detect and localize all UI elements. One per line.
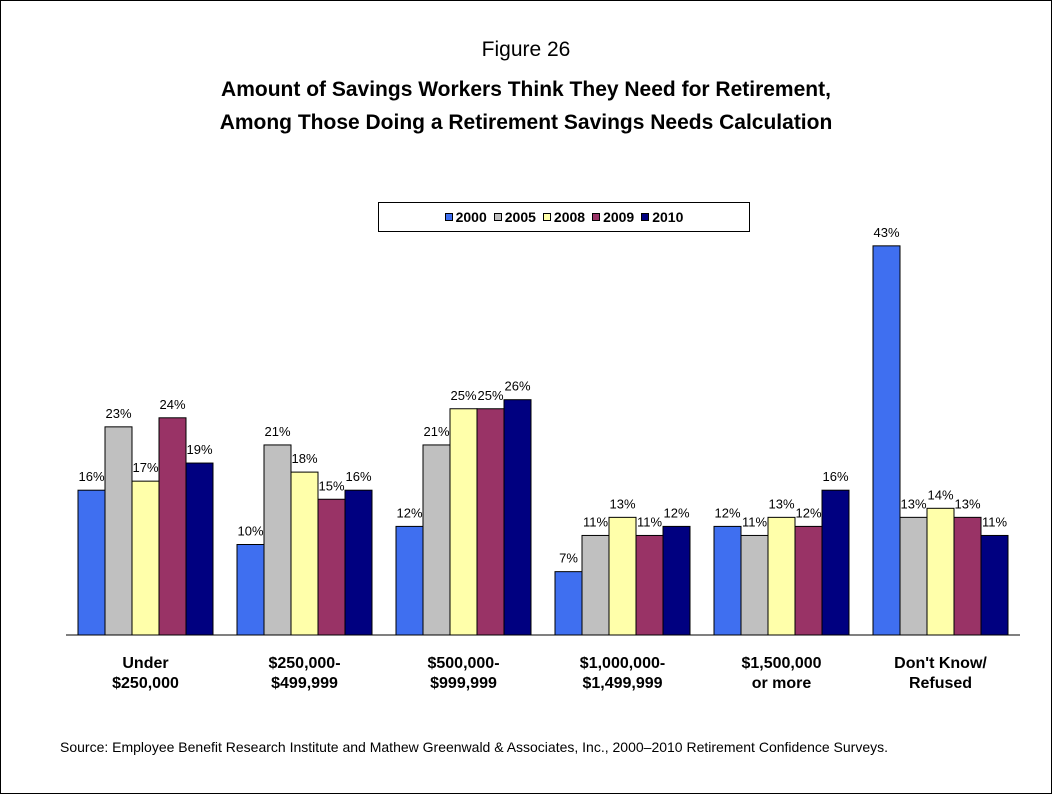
data-label-2005-cat-5: 13% <box>900 496 926 511</box>
bar-2009-cat-5 <box>953 516 982 636</box>
data-label-2010-cat-0: 19% <box>186 442 212 457</box>
bar-2008-cat-0 <box>131 480 160 636</box>
data-label-2005-cat-1: 21% <box>264 424 290 439</box>
category-label-2-line-1: $999,999 <box>430 675 497 692</box>
data-label-2009-cat-0: 24% <box>159 397 185 412</box>
data-label-2010-cat-3: 12% <box>663 505 689 520</box>
data-label-2000-cat-1: 10% <box>237 524 263 539</box>
data-label-2008-cat-4: 13% <box>768 496 794 511</box>
legend-label-2005: 2005 <box>504 209 536 225</box>
category-label-4-line-0: $1,500,000 <box>741 655 821 672</box>
bar-2005-cat-2 <box>422 444 451 636</box>
data-label-2000-cat-2: 12% <box>396 505 422 520</box>
bar-2008-cat-1 <box>290 471 319 636</box>
bar-2000-cat-4 <box>713 525 742 636</box>
data-label-2005-cat-4: 11% <box>742 514 767 529</box>
bar-2010-cat-1 <box>344 489 373 636</box>
figure-label: Figure 26 <box>481 38 571 61</box>
bar-2005-cat-5 <box>899 516 928 636</box>
category-label-4-line-1: or more <box>752 675 812 692</box>
legend-label-2009: 2009 <box>603 209 635 225</box>
category-label-3-line-1: $1,499,999 <box>582 675 662 692</box>
legend-item-2010: 2010 <box>641 209 683 225</box>
category-label-1-line-0: $250,000- <box>268 655 340 672</box>
bar-2000-cat-2 <box>395 525 424 636</box>
bar-2009-cat-3 <box>635 534 664 636</box>
data-label-2010-cat-2: 26% <box>504 379 530 394</box>
bar-2005-cat-0 <box>104 426 133 636</box>
data-label-2009-cat-2: 25% <box>477 388 503 403</box>
bar-2005-cat-1 <box>263 444 292 636</box>
legend-item-2008: 2008 <box>542 209 586 225</box>
bar-2010-cat-5 <box>980 534 1009 636</box>
data-label-2005-cat-0: 23% <box>105 406 131 421</box>
data-label-2008-cat-5: 14% <box>927 487 953 502</box>
bar-2005-cat-4 <box>740 534 769 636</box>
bar-2005-cat-3 <box>581 534 610 636</box>
legend-item-2000: 2000 <box>444 209 487 225</box>
bar-2000-cat-3 <box>554 571 583 636</box>
bar-2009-cat-2 <box>476 408 505 636</box>
legend-label-2008: 2008 <box>553 209 586 225</box>
data-label-2000-cat-5: 43% <box>873 225 899 240</box>
data-label-2010-cat-4: 16% <box>822 469 848 484</box>
legend-swatch-2009 <box>592 213 601 221</box>
legend-swatch-2000 <box>444 213 453 221</box>
bar-2010-cat-0 <box>185 462 214 636</box>
data-label-2008-cat-1: 18% <box>291 451 317 466</box>
bar-2008-cat-3 <box>608 516 637 636</box>
legend-item-2005: 2005 <box>493 209 536 225</box>
data-label-2010-cat-5: 11% <box>982 514 1007 529</box>
bar-2009-cat-1 <box>317 498 346 636</box>
data-label-2009-cat-1: 15% <box>318 478 344 493</box>
legend-label-2010: 2010 <box>652 209 684 225</box>
legend-item-2009: 2009 <box>592 209 634 225</box>
category-label-5-line-1: Refused <box>909 675 972 692</box>
bar-2000-cat-0 <box>77 489 106 636</box>
data-label-2005-cat-3: 11% <box>583 514 608 529</box>
chart-title-line-1: Amount of Savings Workers Think They Nee… <box>221 78 831 101</box>
bar-2008-cat-2 <box>449 408 478 636</box>
legend-swatch-2008 <box>542 213 551 221</box>
category-label-0-line-1: $250,000 <box>112 675 179 692</box>
category-label-2-line-0: $500,000- <box>427 655 499 672</box>
source-note: Source: Employee Benefit Research Instit… <box>60 739 889 755</box>
data-label-2008-cat-3: 13% <box>609 496 635 511</box>
data-label-2008-cat-2: 25% <box>450 388 476 403</box>
bar-2010-cat-4 <box>821 489 850 636</box>
bar-2010-cat-2 <box>503 399 532 636</box>
bar-2009-cat-4 <box>794 525 823 636</box>
data-label-2000-cat-3: 7% <box>559 551 578 566</box>
category-label-3-line-0: $1,000,000- <box>580 655 665 672</box>
legend-label-2000: 2000 <box>455 209 487 225</box>
data-label-2009-cat-4: 12% <box>795 505 821 520</box>
data-label-2009-cat-3: 11% <box>637 514 662 529</box>
bar-2000-cat-5 <box>872 245 901 636</box>
category-label-5-line-0: Don't Know/ <box>894 655 987 672</box>
legend-swatch-2005 <box>493 213 502 221</box>
bar-2009-cat-0 <box>158 417 187 636</box>
category-label-1-line-1: $499,999 <box>271 675 338 692</box>
bar-2010-cat-3 <box>662 525 691 636</box>
data-label-2010-cat-1: 16% <box>345 469 371 484</box>
category-label-0-line-0: Under <box>122 655 168 672</box>
chart-legend: 2000 2005 2008 2009 2010 <box>378 202 750 232</box>
legend-swatch-2010 <box>641 213 650 221</box>
data-label-2000-cat-0: 16% <box>78 469 104 484</box>
chart-title-line-2: Among Those Doing a Retirement Savings N… <box>219 111 833 134</box>
bar-2000-cat-1 <box>236 544 265 636</box>
data-label-2009-cat-5: 13% <box>954 496 980 511</box>
bar-2008-cat-5 <box>926 507 955 636</box>
bar-2008-cat-4 <box>767 516 796 636</box>
data-label-2000-cat-4: 12% <box>714 505 740 520</box>
data-label-2005-cat-2: 21% <box>423 424 449 439</box>
data-label-2008-cat-0: 17% <box>132 460 158 475</box>
